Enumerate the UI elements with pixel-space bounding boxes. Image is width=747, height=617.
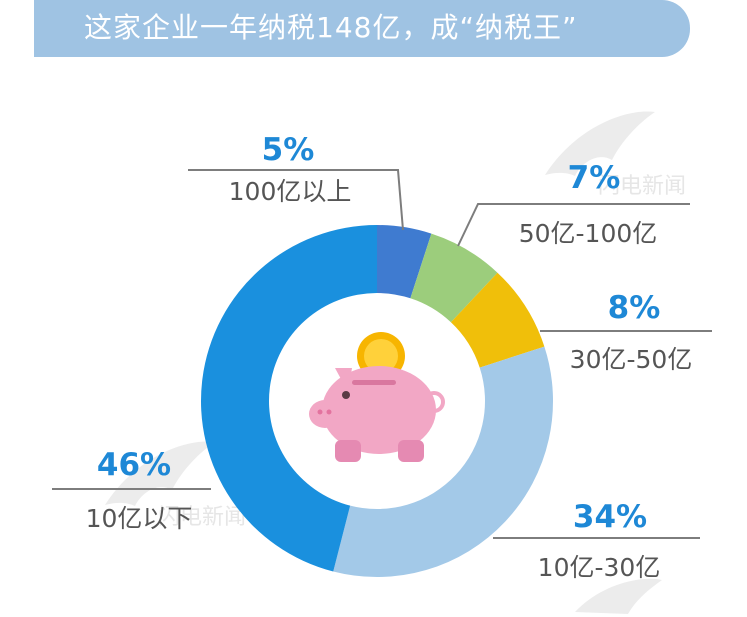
watermark-text-2: 闪电新闻 bbox=[158, 505, 246, 530]
leader-lines bbox=[52, 169, 712, 539]
donut-slices bbox=[200, 225, 553, 578]
pig-leg-front bbox=[335, 440, 361, 462]
cat-label-30-50: 30亿-50亿 bbox=[570, 345, 693, 374]
cat-label-50-100: 50亿-100亿 bbox=[519, 219, 658, 248]
pig-snout bbox=[309, 400, 341, 428]
piggy-bank-icon bbox=[309, 332, 445, 462]
pig-eye bbox=[342, 391, 350, 399]
watermark-text-1: 闪电新闻 bbox=[598, 174, 686, 199]
pct-label-100-plus: 5% bbox=[262, 132, 315, 168]
pct-label-50-100: 7% bbox=[568, 160, 621, 196]
leader-line-100-plus bbox=[188, 169, 404, 231]
chart-title: 这家企业一年纳税148亿，成“纳税王” bbox=[84, 11, 578, 44]
pig-ear bbox=[335, 368, 352, 392]
coin-slot bbox=[352, 380, 396, 385]
slice-10-30 bbox=[333, 346, 553, 578]
slice-30-50 bbox=[450, 272, 545, 368]
slice-labels: 5% 100亿以上 7% 50亿-100亿 8% 30亿-50亿 34% 10亿… bbox=[86, 132, 693, 582]
slice-100-plus bbox=[377, 225, 432, 299]
pig-tail bbox=[423, 391, 445, 413]
watermarks: 闪电新闻 闪电新闻 bbox=[105, 111, 686, 614]
watermark-feather-icon-3 bbox=[575, 578, 662, 614]
pct-label-30-50: 8% bbox=[608, 290, 661, 326]
pct-label-below-10: 46% bbox=[97, 447, 171, 483]
cat-label-100-plus: 100亿以上 bbox=[229, 177, 352, 206]
title-banner: 这家企业一年纳税148亿，成“纳税王” bbox=[34, 0, 690, 57]
watermark-feather-icon bbox=[545, 111, 655, 176]
leader-line-50-100 bbox=[457, 203, 690, 247]
cat-label-10-30: 10亿-30亿 bbox=[538, 553, 661, 582]
pig-body bbox=[322, 366, 436, 454]
slice-below-10 bbox=[200, 225, 377, 572]
pig-leg-back bbox=[398, 440, 424, 462]
pct-label-10-30: 34% bbox=[573, 499, 647, 535]
slice-50-100 bbox=[410, 233, 498, 323]
cat-label-below-10: 10亿以下 bbox=[86, 504, 193, 533]
